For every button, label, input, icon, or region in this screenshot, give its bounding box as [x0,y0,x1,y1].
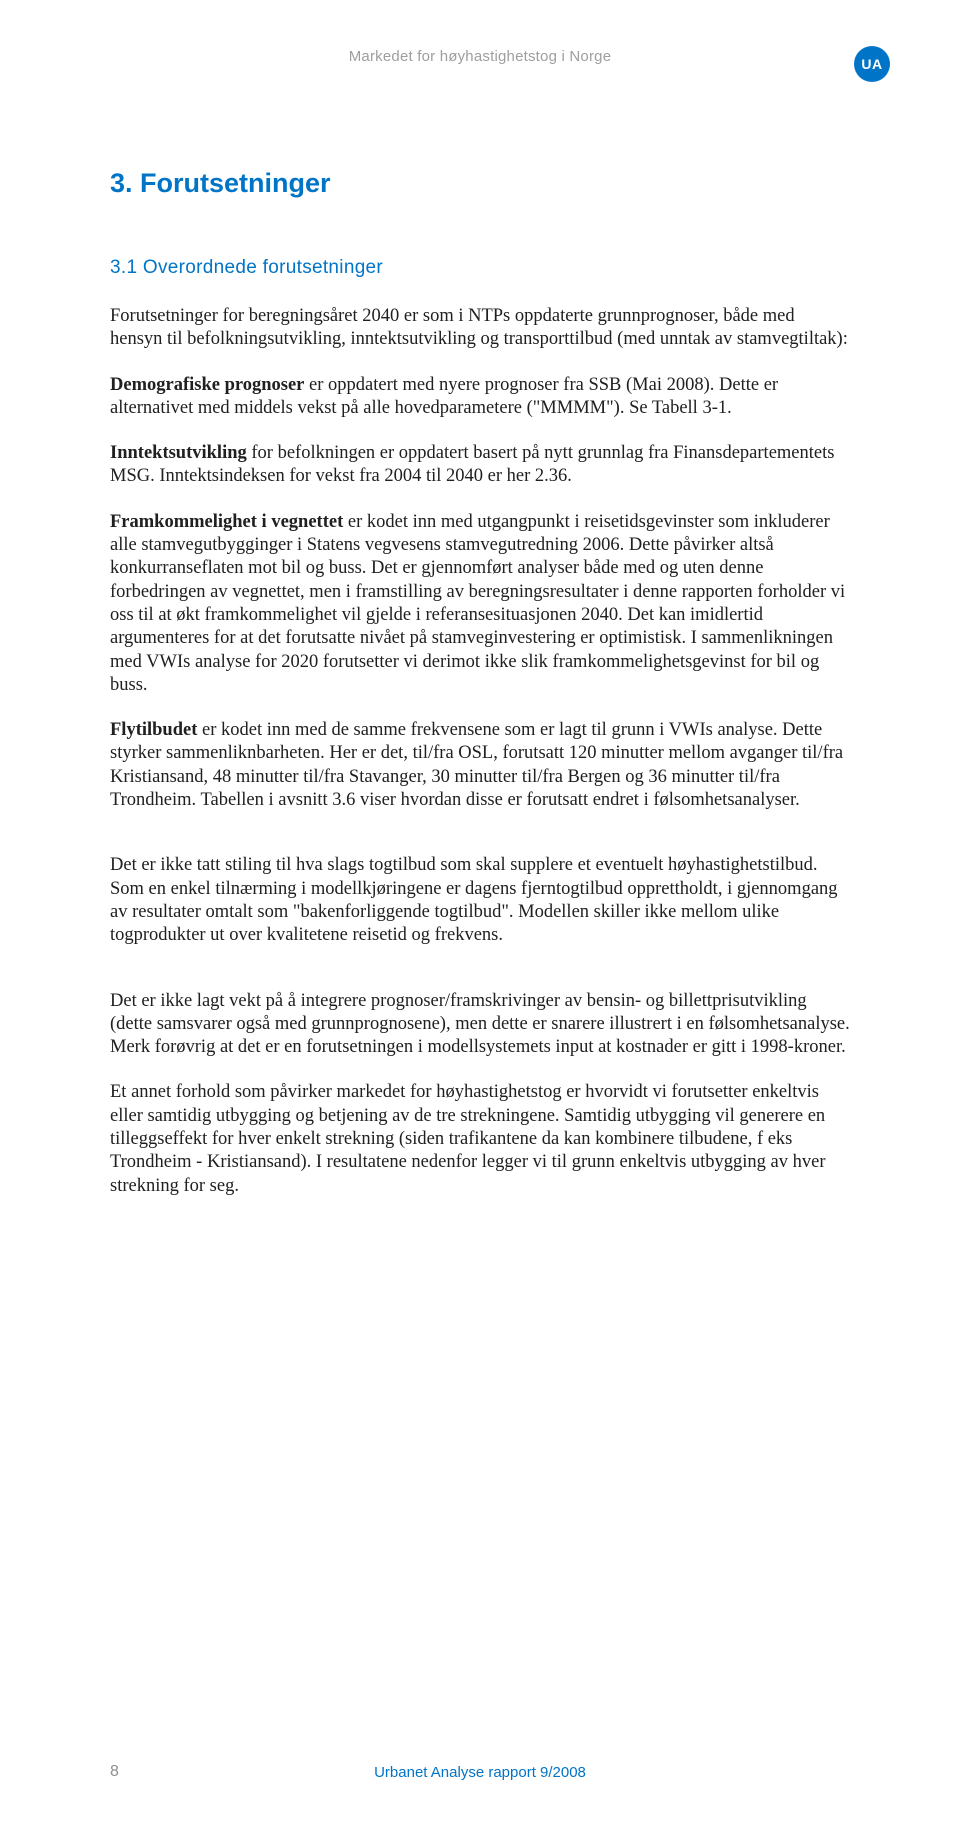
ua-badge-icon: UA [854,46,890,82]
bold-lead: Framkommelighet i vegnettet [110,512,343,532]
para-text: er kodet inn med de samme frekvensene so… [110,720,843,810]
bold-lead: Inntektsutvikling [110,443,247,463]
paragraph-utbygging: Et annet forhold som påvirker markedet f… [110,1081,850,1197]
paragraph-prognoser: Det er ikke lagt vekt på å integrere pro… [110,990,850,1060]
paragraph-togtilbud: Det er ikke tatt stiling til hva slags t… [110,854,850,947]
paragraph-intro: Forutsetninger for beregningsåret 2040 e… [110,305,850,352]
para-text: er kodet inn med utgangpunkt i reisetids… [110,512,845,695]
heading-2: 3.1 Overordnede forutsetninger [110,257,850,279]
page-footer: 8 Urbanet Analyse rapport 9/2008 [110,1763,850,1781]
paragraph-framkommelighet: Framkommelighet i vegnettet er kodet inn… [110,511,850,697]
paragraph-flytilbud: Flytilbudet er kodet inn med de samme fr… [110,719,850,812]
page-number: 8 [110,1763,119,1781]
footer-report-ref: Urbanet Analyse rapport 9/2008 [374,1764,586,1781]
page-header: Markedet for høyhastighetstog i Norge UA [110,48,850,96]
running-title: Markedet for høyhastighetstog i Norge [110,48,850,65]
bold-lead: Flytilbudet [110,720,197,740]
bold-lead: Demografiske prognoser [110,375,304,395]
paragraph-inntekt: Inntektsutvikling for befolkningen er op… [110,442,850,489]
paragraph-demografiske: Demografiske prognoser er oppdatert med … [110,374,850,421]
document-page: Markedet for høyhastighetstog i Norge UA… [0,0,960,1823]
heading-1: 3. Forutsetninger [110,168,850,199]
